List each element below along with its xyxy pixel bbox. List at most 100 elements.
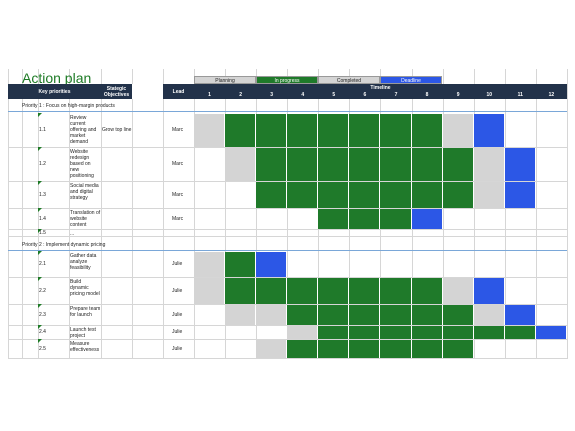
task-description[interactable]: Launch test project xyxy=(70,327,96,339)
timeline-cell[interactable] xyxy=(380,114,412,147)
timeline-cell[interactable] xyxy=(473,148,505,181)
timeline-cell[interactable] xyxy=(256,148,288,181)
timeline-cell[interactable] xyxy=(473,114,505,147)
task-description[interactable]: Review current offering and market deman… xyxy=(70,115,97,145)
week-number-10: 10 xyxy=(486,92,492,98)
timeline-cell[interactable] xyxy=(380,326,412,339)
timeline-cell[interactable] xyxy=(473,278,505,304)
timeline-cell[interactable] xyxy=(411,114,443,147)
cell-note-marker xyxy=(38,147,42,151)
timeline-cell[interactable] xyxy=(411,209,443,229)
timeline-cell[interactable] xyxy=(473,182,505,208)
timeline-cell[interactable] xyxy=(225,252,257,277)
task-description[interactable]: Gather data analyze feasibility xyxy=(70,253,97,271)
task-description[interactable]: Translation of website content xyxy=(70,210,101,228)
timeline-cell[interactable] xyxy=(380,209,412,229)
grid-line xyxy=(132,69,133,359)
timeline-cell[interactable] xyxy=(256,114,288,147)
task-description[interactable]: Build dynamic pricing model xyxy=(70,279,100,297)
timeline-cell[interactable] xyxy=(349,340,381,358)
task-lead[interactable]: Julie xyxy=(172,345,183,352)
timeline-cell[interactable] xyxy=(504,148,536,181)
timeline-cell[interactable] xyxy=(256,182,288,208)
timeline-cell[interactable] xyxy=(287,114,319,147)
timeline-cell[interactable] xyxy=(318,305,350,325)
week-number-12: 12 xyxy=(548,92,555,98)
timeline-cell[interactable] xyxy=(194,114,226,147)
timeline-cell[interactable] xyxy=(349,326,381,339)
timeline-cell[interactable] xyxy=(411,305,443,325)
timeline-cell[interactable] xyxy=(349,278,381,304)
timeline-cell[interactable] xyxy=(256,340,288,358)
grid-line xyxy=(505,69,506,359)
timeline-cell[interactable] xyxy=(442,340,474,358)
timeline-cell[interactable] xyxy=(380,182,412,208)
timeline-cell[interactable] xyxy=(411,148,443,181)
task-lead[interactable]: Marc xyxy=(172,191,184,198)
timeline-cell[interactable] xyxy=(349,148,381,181)
timeline-cell[interactable] xyxy=(287,305,319,325)
timeline-cell[interactable] xyxy=(442,326,474,339)
timeline-cell[interactable] xyxy=(442,182,474,208)
timeline-cell[interactable] xyxy=(287,340,319,358)
timeline-cell[interactable] xyxy=(287,326,319,339)
timeline-cell[interactable] xyxy=(256,278,288,304)
task-description[interactable]: Prepare team for launch xyxy=(70,306,101,318)
timeline-cell[interactable] xyxy=(411,326,443,339)
timeline-cell[interactable] xyxy=(380,278,412,304)
timeline-cell[interactable] xyxy=(318,326,350,339)
timeline-cell[interactable] xyxy=(504,305,536,325)
cell-note-marker xyxy=(38,113,42,117)
timeline-cell[interactable] xyxy=(287,278,319,304)
timeline-cell[interactable] xyxy=(349,114,381,147)
timeline-cell[interactable] xyxy=(442,148,474,181)
timeline-cell[interactable] xyxy=(318,182,350,208)
timeline-cell[interactable] xyxy=(318,148,350,181)
task-lead[interactable]: Marc xyxy=(172,127,184,133)
timeline-cell[interactable] xyxy=(504,326,536,339)
timeline-cell[interactable] xyxy=(318,340,350,358)
timeline-cell[interactable] xyxy=(504,182,536,208)
task-description[interactable]: ... xyxy=(70,231,75,237)
task-lead[interactable]: Julie xyxy=(172,329,183,335)
task-description[interactable]: Measure effectiveness xyxy=(70,341,100,353)
timeline-cell[interactable] xyxy=(318,209,350,229)
task-lead[interactable]: Julie xyxy=(172,287,183,294)
week-number-11: 11 xyxy=(517,92,523,98)
timeline-cell[interactable] xyxy=(256,305,288,325)
timeline-cell[interactable] xyxy=(349,182,381,208)
timeline-cell[interactable] xyxy=(473,326,505,339)
timeline-cell[interactable] xyxy=(411,182,443,208)
timeline-cell[interactable] xyxy=(256,252,288,277)
timeline-cell[interactable] xyxy=(380,148,412,181)
task-lead[interactable]: Marc xyxy=(172,161,184,167)
timeline-cell[interactable] xyxy=(225,305,257,325)
timeline-cell[interactable] xyxy=(287,148,319,181)
timeline-cell[interactable] xyxy=(287,182,319,208)
timeline-cell[interactable] xyxy=(225,114,257,147)
timeline-cell[interactable] xyxy=(442,278,474,304)
timeline-cell[interactable] xyxy=(411,340,443,358)
task-lead[interactable]: Marc xyxy=(172,215,184,222)
cell-note-marker xyxy=(38,339,42,343)
timeline-cell[interactable] xyxy=(380,340,412,358)
timeline-cell[interactable] xyxy=(442,305,474,325)
task-objective[interactable]: Grow top line xyxy=(102,127,132,133)
timeline-cell[interactable] xyxy=(380,305,412,325)
timeline-cell[interactable] xyxy=(535,326,567,339)
timeline-cell[interactable] xyxy=(318,278,350,304)
timeline-cell[interactable] xyxy=(318,114,350,147)
timeline-cell[interactable] xyxy=(411,278,443,304)
task-description[interactable]: Website redesign based on new positionin… xyxy=(70,149,94,179)
timeline-cell[interactable] xyxy=(349,305,381,325)
timeline-cell[interactable] xyxy=(349,209,381,229)
timeline-cell[interactable] xyxy=(194,278,226,304)
timeline-cell[interactable] xyxy=(473,305,505,325)
task-description[interactable]: Social media and digital strategy xyxy=(70,183,99,201)
task-lead[interactable]: Julie xyxy=(172,311,183,318)
timeline-cell[interactable] xyxy=(194,252,226,277)
timeline-cell[interactable] xyxy=(225,148,257,181)
timeline-cell[interactable] xyxy=(225,278,257,304)
timeline-cell[interactable] xyxy=(442,114,474,147)
task-lead[interactable]: Julie xyxy=(172,261,183,267)
